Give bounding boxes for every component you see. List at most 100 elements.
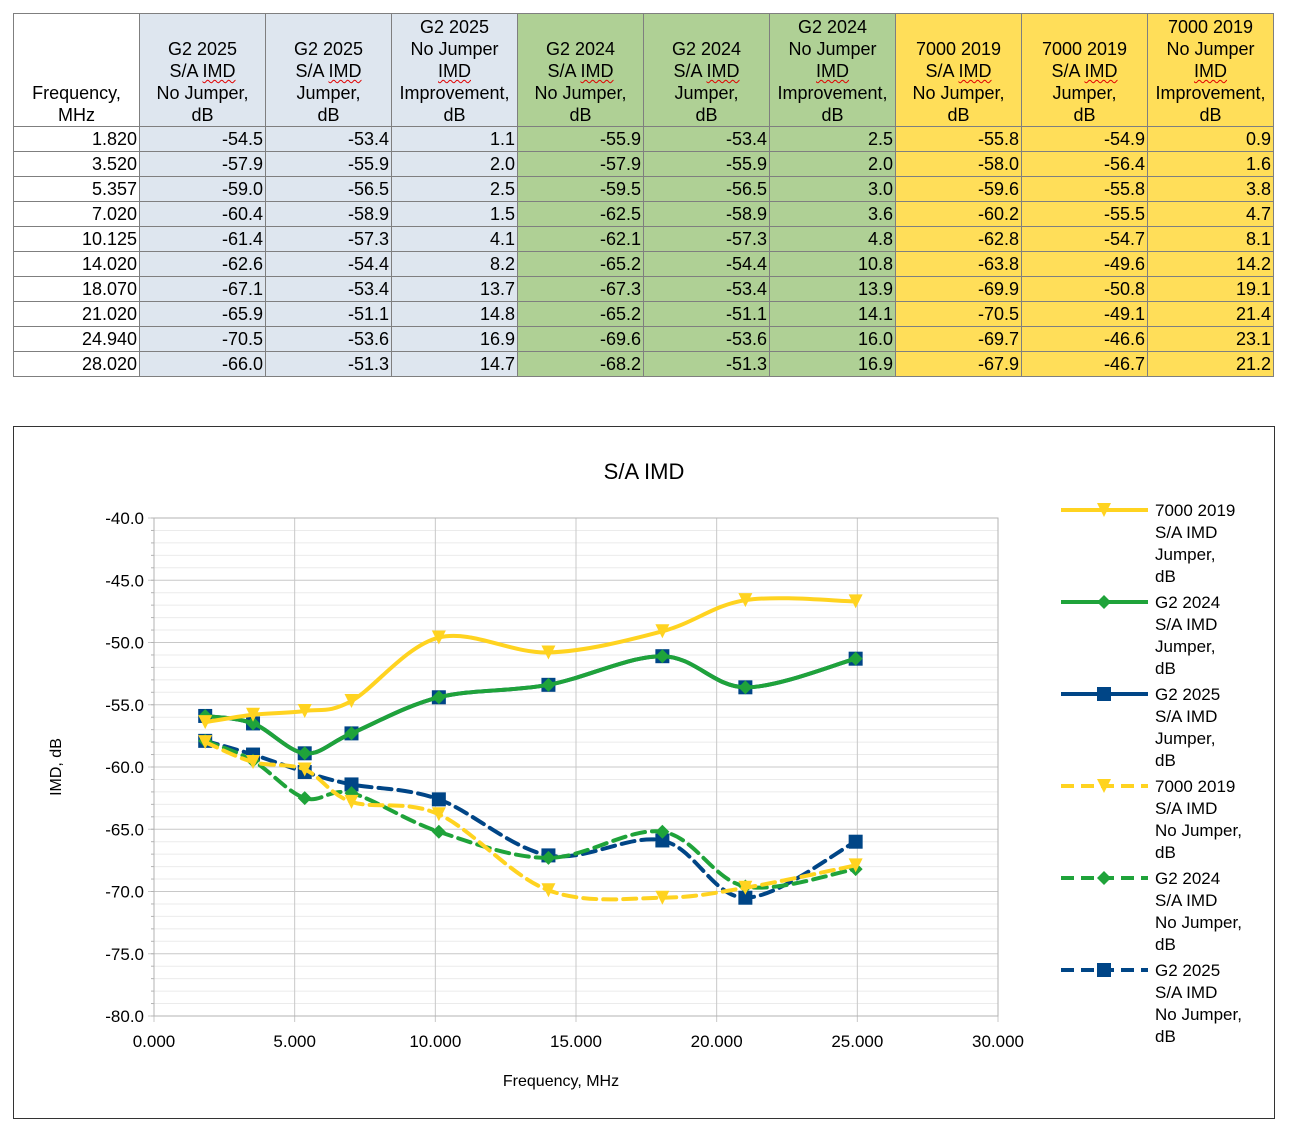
table-cell: -67.3 [517,276,644,302]
table-cell: -59.5 [517,176,644,202]
table-cell: -62.1 [517,226,644,252]
series-line [203,596,858,725]
table-cell: 24.940 [13,326,140,352]
legend-label: G2 2025 S/A IMD Jumper, dB [1155,685,1220,770]
table-cell: 4.8 [769,226,896,252]
data-point-marker [198,715,213,730]
series-line [203,738,858,890]
x-tick-label: 5.000 [273,1032,316,1051]
legend-label-line: G2 2025 [1155,961,1220,980]
table-cell: 10.8 [769,251,896,277]
legend-label-line: dB [1155,843,1176,862]
legend-label-line: No Jumper, [1155,913,1242,932]
legend-label-line: S/A IMD [1155,615,1217,634]
legend-marker [1097,503,1111,517]
table-cell: -56.5 [643,176,770,202]
table-cell: -58.9 [265,201,392,227]
table-cell: 14.020 [13,251,140,277]
data-point-marker [246,755,261,770]
table-cell: 2.0 [769,151,896,177]
table-cell: -54.7 [1021,226,1148,252]
x-tick-label: 30.000 [972,1032,1024,1051]
table-row: 18.070 -67.1 -53.4 13.7 -67.3 -53.4 13.9 -69.9-… [13,276,1274,302]
table-cell: -53.4 [265,276,392,302]
table-cell: -56.5 [265,176,392,202]
table-cell: -60.2 [895,201,1022,227]
legend-label-line: No Jumper, [1155,1005,1242,1024]
data-point-marker [344,777,359,792]
table-cell: 14.7 [391,351,518,377]
table-cell: -54.9 [1021,126,1148,152]
data-point-marker [246,716,261,731]
table-cell: 10.125 [13,226,140,252]
table-cell: -54.4 [265,251,392,277]
table-cell: -65.2 [517,301,644,327]
y-tick-label: -40.0 [105,509,144,528]
table-cell: -54.5 [139,126,266,152]
legend-label-line: dB [1155,659,1176,678]
data-point-marker [344,694,359,709]
table-cell: -55.8 [1021,176,1148,202]
table-cell: 7.020 [13,201,140,227]
table-cell: -56.4 [1021,151,1148,177]
table-cell: 3.520 [13,151,140,177]
table-cell: -58.9 [643,201,770,227]
table-cell: 1.1 [391,126,518,152]
table-cell: -65.9 [139,301,266,327]
data-point-marker [344,794,359,809]
data-point-marker [344,786,359,801]
table-cell: -62.8 [895,226,1022,252]
legend-label-line: Jumper, [1155,729,1215,748]
y-tick-label: -65.0 [105,820,144,839]
legend-label: G2 2024 S/A IMD Jumper, dB [1155,593,1220,678]
data-point-marker [848,594,863,609]
data-point-marker [848,651,863,666]
table-cell: 4.1 [391,226,518,252]
legend-marker [1097,871,1111,885]
table-cell: 19.1 [1147,276,1274,302]
table-header-cell: G2 2024 No Jumper IMD Improvement, dB [769,13,896,127]
table-cell: -54.4 [643,251,770,277]
legend-label: G2 2024 S/A IMD No Jumper, dB [1155,869,1242,954]
data-point-marker [246,707,261,722]
table-row: 5.357 -59.0 -56.5 2.5 -59.5 -56.5 3.0 -59.6 -55.… [13,176,1274,202]
data-point-marker [738,593,753,608]
table-header-cell: G2 2025 S/A IMD Jumper, dB [265,13,392,127]
y-tick-label: -80.0 [105,1007,144,1026]
data-point-marker [738,880,753,895]
data-point-marker [297,703,312,718]
data-point-marker [541,883,556,898]
legend-label-line: 7000 2019 [1155,777,1235,796]
data-point-marker [431,807,446,822]
data-point-marker [297,791,312,806]
table-cell: -59.6 [895,176,1022,202]
series-line [203,740,858,902]
table-cell: -55.9 [265,151,392,177]
data-point-marker [541,850,556,865]
table-cell: 13.7 [391,276,518,302]
legend-label-line: dB [1155,1027,1176,1046]
table-cell: -59.0 [139,176,266,202]
table-cell: 16.9 [391,326,518,352]
y-tick-label: -50.0 [105,634,144,653]
table-cell: -51.3 [265,351,392,377]
legend-marker [1097,687,1111,701]
imd-data-table: Frequency, MHz G2 2025 S/A IMD No Jumper,… [13,13,1274,377]
table-cell: -60.4 [139,201,266,227]
y-tick-label: -75.0 [105,945,144,964]
table-cell: -53.4 [643,276,770,302]
legend-label-line: dB [1155,751,1176,770]
table-cell: 14.2 [1147,251,1274,277]
table-cell: -65.2 [517,251,644,277]
data-point-marker [848,858,863,873]
y-tick-label: -60.0 [105,758,144,777]
legend-label-line: Jumper, [1155,545,1215,564]
legend-label-line: S/A IMD [1155,523,1217,542]
table-cell: -55.8 [895,126,1022,152]
legend-label-line: G2 2024 [1155,869,1220,888]
table-row: 10.125 -61.4 -57.3 4.1 -62.1 -57.3 4.8 -62.8 -54… [13,226,1274,252]
legend-label-line: G2 2024 [1155,593,1220,612]
legend-label-line: G2 2025 [1155,685,1220,704]
table-cell: -46.6 [1021,326,1148,352]
legend-label: G2 2025 S/A IMD No Jumper, dB [1155,961,1242,1046]
